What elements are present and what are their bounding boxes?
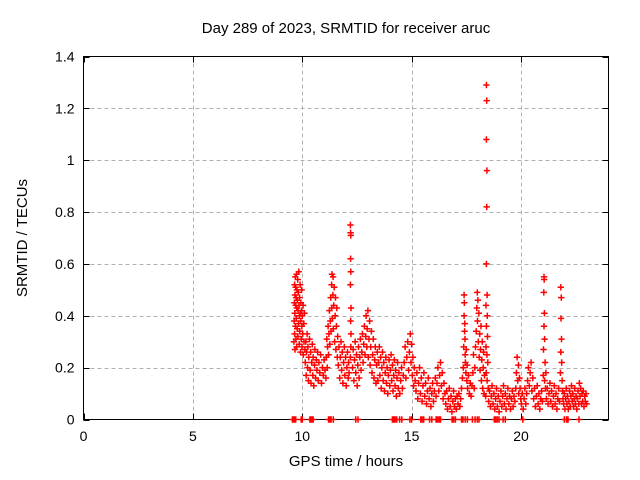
- tick-labels: 0 5 10 15 20 0 0.2 0.4 0.6 0.8 1 1.2 1.4: [55, 49, 529, 445]
- x-tick-label: 10: [294, 428, 310, 444]
- axis-ticks: [83, 56, 609, 421]
- x-tick-label: 0: [80, 428, 88, 444]
- x-tick-label: 20: [513, 428, 529, 444]
- y-tick-label: 0.6: [55, 256, 75, 272]
- y-tick-label: 1.4: [55, 49, 75, 65]
- y-tick-label: 0.4: [55, 308, 75, 324]
- x-tick-label: 5: [189, 428, 197, 444]
- x-tick-label: 15: [404, 428, 420, 444]
- y-tick-label: 1.2: [55, 100, 75, 116]
- x-axis-label: GPS time / hours: [289, 453, 403, 470]
- plot-border: [83, 56, 609, 420]
- chart-title: Day 289 of 2023, SRMTID for receiver aru…: [202, 20, 491, 37]
- y-tick-label: 0.2: [55, 360, 75, 376]
- y-axis-label: SRMTID / TECUs: [14, 179, 31, 297]
- data-points: [289, 81, 590, 423]
- y-tick-label: 1: [67, 152, 75, 168]
- y-tick-label: 0.8: [55, 204, 75, 220]
- y-tick-label: 0: [67, 412, 75, 428]
